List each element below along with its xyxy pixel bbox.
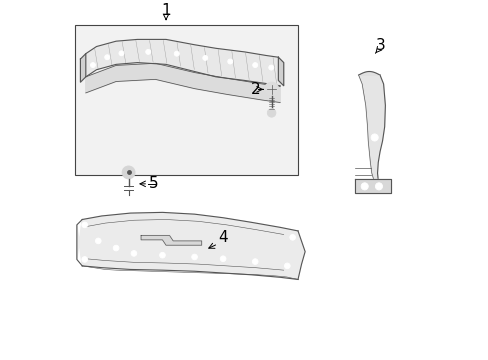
Circle shape bbox=[81, 257, 87, 262]
Text: 1: 1 bbox=[161, 3, 170, 18]
Circle shape bbox=[119, 51, 123, 56]
Polygon shape bbox=[77, 212, 305, 279]
Circle shape bbox=[131, 251, 137, 256]
Polygon shape bbox=[278, 57, 283, 86]
Circle shape bbox=[264, 82, 278, 96]
Text: 3: 3 bbox=[375, 38, 385, 53]
Circle shape bbox=[227, 59, 232, 64]
Text: 4: 4 bbox=[218, 230, 227, 245]
Polygon shape bbox=[85, 63, 280, 103]
Circle shape bbox=[174, 51, 179, 56]
Circle shape bbox=[268, 65, 273, 70]
Polygon shape bbox=[85, 39, 280, 86]
Circle shape bbox=[252, 63, 257, 68]
Circle shape bbox=[284, 263, 289, 269]
Circle shape bbox=[203, 55, 207, 60]
Circle shape bbox=[289, 234, 295, 240]
Circle shape bbox=[113, 245, 119, 251]
Circle shape bbox=[104, 55, 109, 60]
Circle shape bbox=[220, 256, 225, 262]
Circle shape bbox=[375, 183, 382, 190]
Circle shape bbox=[252, 259, 258, 265]
Circle shape bbox=[370, 134, 378, 141]
Circle shape bbox=[267, 85, 275, 94]
Text: 2: 2 bbox=[250, 82, 260, 97]
Text: 5: 5 bbox=[148, 176, 158, 192]
Circle shape bbox=[191, 254, 197, 260]
Polygon shape bbox=[354, 179, 390, 193]
Circle shape bbox=[360, 183, 367, 190]
Bar bbox=[75, 25, 297, 175]
Polygon shape bbox=[141, 235, 201, 245]
Circle shape bbox=[95, 238, 101, 244]
Circle shape bbox=[159, 252, 165, 258]
Polygon shape bbox=[358, 72, 379, 75]
Circle shape bbox=[145, 49, 150, 54]
Polygon shape bbox=[80, 54, 85, 82]
Circle shape bbox=[122, 166, 135, 179]
Polygon shape bbox=[358, 75, 385, 184]
Circle shape bbox=[267, 109, 275, 117]
Circle shape bbox=[90, 63, 95, 68]
Circle shape bbox=[81, 222, 87, 228]
